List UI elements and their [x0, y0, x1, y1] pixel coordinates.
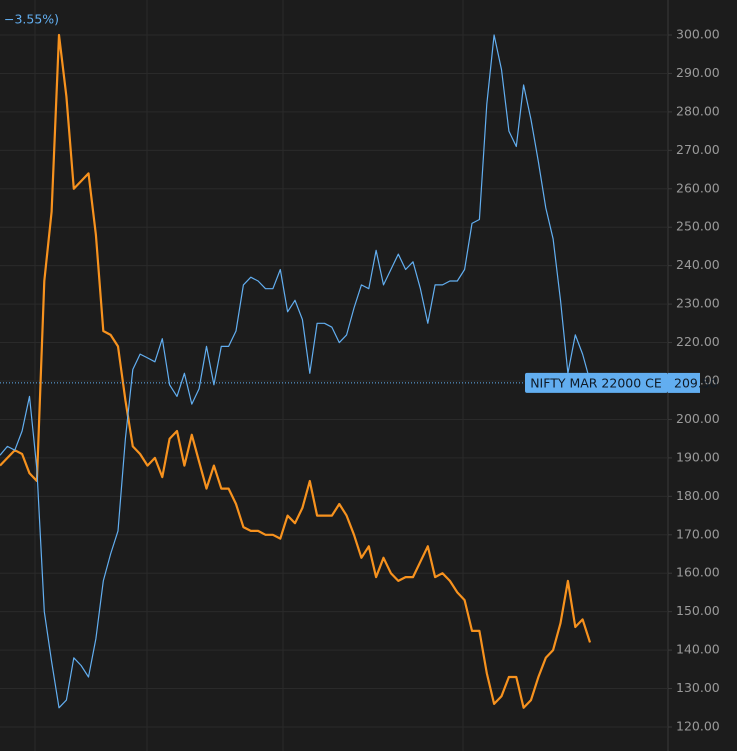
y-tick-label: 240.00: [676, 257, 720, 272]
series-name: NIFTY MAR 22000 CE: [530, 375, 662, 390]
price-label: 209.50: [674, 375, 718, 390]
header-change: −3.55%): [4, 12, 59, 27]
y-tick-label: 180.00: [676, 488, 720, 503]
y-tick-label: 290.00: [676, 65, 720, 80]
price-box: [668, 372, 700, 393]
y-tick-label: 260.00: [676, 180, 720, 195]
time-grid: [34, 0, 464, 751]
y-tick-label: 270.00: [676, 142, 720, 157]
y-tick-label: 150.00: [676, 603, 720, 618]
y-tick-label: 120.00: [676, 719, 720, 734]
series-line: [0, 33, 592, 709]
series-line: [0, 34, 591, 709]
y-tick-label: 250.00: [676, 219, 720, 234]
y-tick-label: 190.00: [676, 449, 720, 464]
series-name-box: [525, 372, 668, 393]
y-tick-label: 300.00: [676, 27, 720, 42]
y-tick-label: 230.00: [676, 296, 720, 311]
y-tick-label: 140.00: [676, 642, 720, 657]
y-tick-label: 220.00: [676, 334, 720, 349]
y-tick-label: 160.00: [676, 565, 720, 580]
y-tick-label: 200.00: [676, 411, 720, 426]
y-tick-label: 280.00: [676, 103, 720, 118]
y-tick-label: 170.00: [676, 526, 720, 541]
y-tick-label: 130.00: [676, 680, 720, 695]
